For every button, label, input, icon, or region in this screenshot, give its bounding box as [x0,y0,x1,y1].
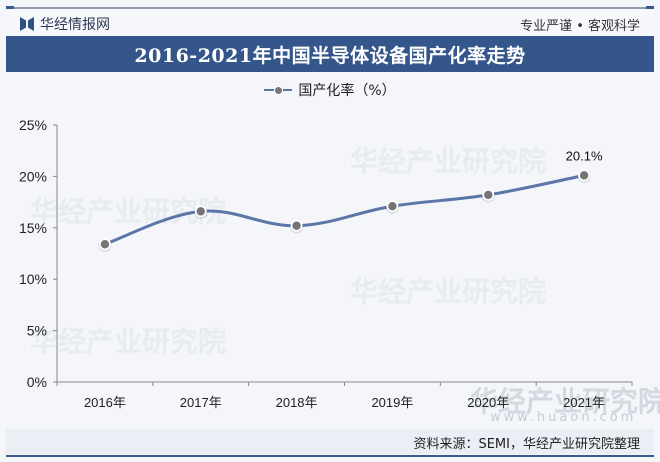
y-axis: 0% 5% 10% 15% 20% 25% [19,117,58,390]
legend-label: 国产化率（%） [298,83,396,99]
y-tick-label: 5% [27,323,47,339]
series-line [104,173,585,246]
data-markers [98,169,591,252]
header: 华经情报网 专业严谨 • 客观科学 [6,10,654,36]
x-tick-label: 2016年 [84,395,126,410]
x-tick-label: 2018年 [276,395,318,410]
x-tick-label: 2019年 [371,395,413,410]
slogan: 专业严谨 • 客观科学 [520,19,640,34]
logo: 华经情报网 [20,14,110,34]
logo-icon [20,17,34,31]
watermark-url: www.huaon.com [490,410,637,425]
chart-title: 2016-2021年中国半导体设备国产化率走势 [134,44,526,67]
y-tick-label: 15% [19,220,47,236]
legend-line-marker-icon [264,85,293,95]
y-tick-label: 0% [27,374,47,390]
y-tick-label: 10% [19,271,47,287]
source-note: 资料来源：SEMI，华经产业研究院整理 [413,437,640,452]
footer: 资料来源：SEMI，华经产业研究院整理 [6,429,654,454]
x-tick-label: 2017年 [180,395,222,410]
x-axis: 2016年 2017年 2018年 2019年 2020年 2021年 [56,381,633,410]
data-label: 20.1% [566,148,603,163]
y-tick-label: 20% [19,168,47,184]
data-labels: 20.1% [566,148,603,163]
logo-text: 华经情报网 [40,17,110,33]
y-tick-label: 25% [19,117,47,133]
bottom-rule [6,455,654,457]
legend: 国产化率（%） [0,80,660,100]
x-tick-label: 2020年 [467,395,509,410]
x-tick-label: 2021年 [563,395,605,410]
title-bar: 2016-2021年中国半导体设备国产化率走势 [6,36,654,72]
top-rule [6,6,654,9]
